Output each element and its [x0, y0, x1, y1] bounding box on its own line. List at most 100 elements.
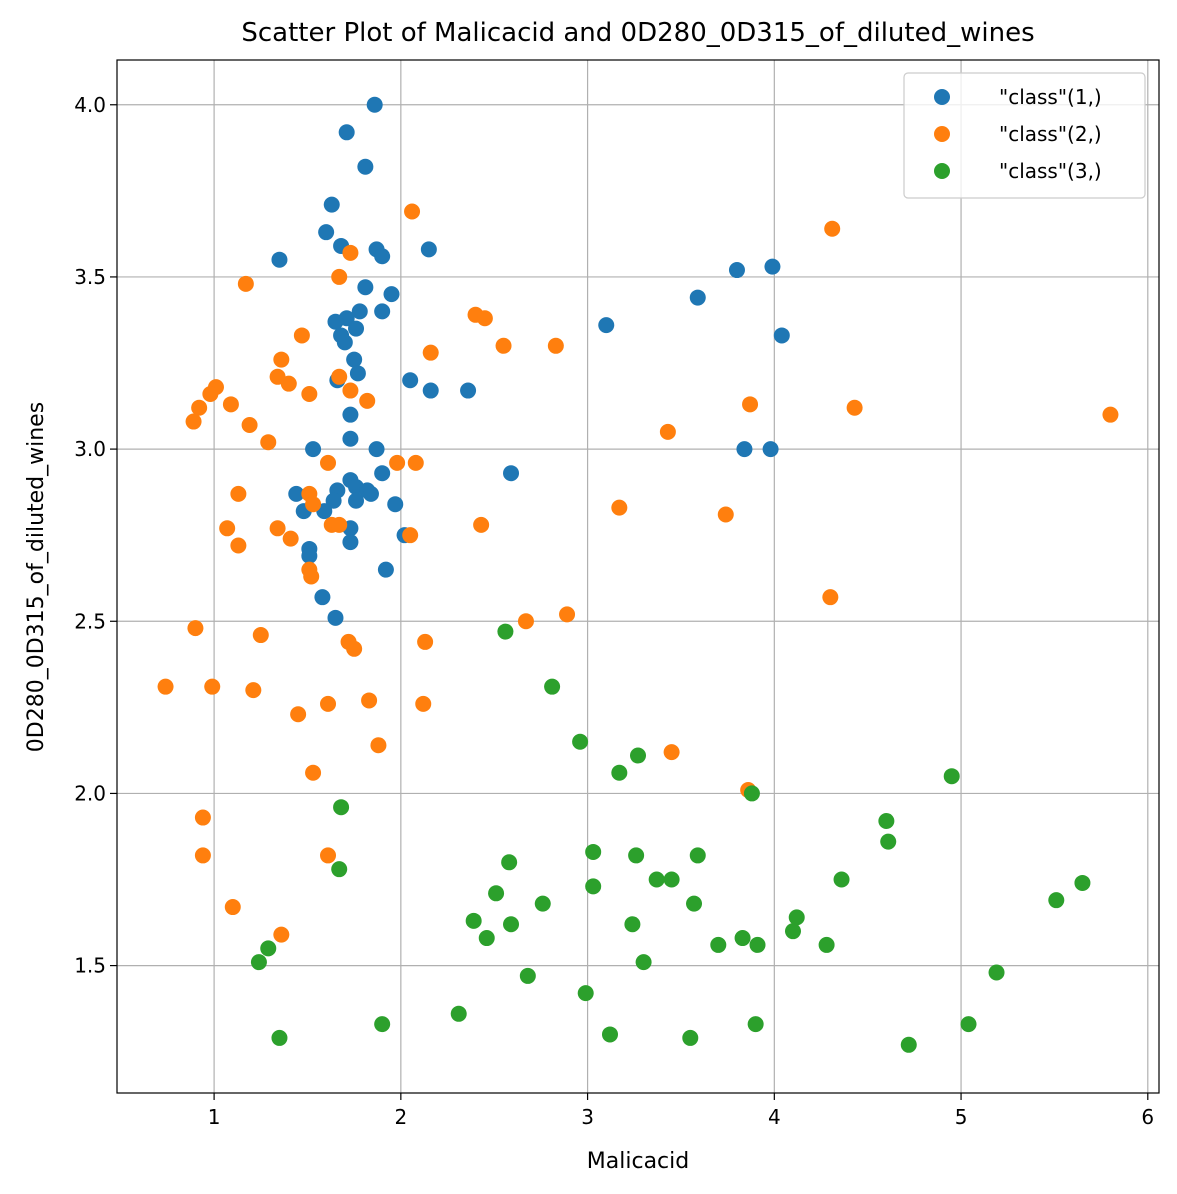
y-tick-label: 4.0: [74, 93, 106, 117]
y-axis-label: 0D280_0D315_of_diluted_wines: [24, 402, 49, 752]
data-point-class-2: [331, 268, 348, 285]
data-point-class-1: [362, 485, 379, 502]
data-point-class-2: [219, 520, 236, 537]
data-point-class-3: [943, 768, 960, 785]
data-point-class-3: [577, 985, 594, 1002]
data-point-class-2: [342, 244, 359, 261]
data-point-class-2: [822, 589, 839, 606]
data-point-class-1: [314, 589, 331, 606]
x-tick-label: 6: [1141, 1105, 1154, 1129]
data-point-class-2: [280, 375, 297, 392]
data-point-class-3: [784, 923, 801, 940]
data-point-class-1: [374, 465, 391, 482]
data-point-class-2: [402, 527, 419, 544]
x-tick-label: 4: [768, 1105, 781, 1129]
data-point-class-2: [222, 396, 239, 413]
data-point-class-3: [880, 833, 897, 850]
data-point-class-3: [601, 1026, 618, 1043]
data-point-class-2: [517, 613, 534, 630]
data-point-class-2: [476, 310, 493, 327]
data-point-class-2: [473, 516, 490, 533]
data-point-class-2: [252, 627, 269, 644]
data-point-class-1: [325, 492, 342, 509]
data-point-class-2: [370, 737, 387, 754]
data-point-class-2: [320, 847, 337, 864]
data-point-class-3: [988, 964, 1005, 981]
data-point-class-3: [271, 1029, 288, 1046]
data-point-class-3: [503, 916, 520, 933]
data-point-class-2: [245, 682, 262, 699]
data-point-class-2: [824, 220, 841, 237]
data-point-class-2: [290, 706, 307, 723]
data-points: [157, 96, 1119, 1053]
data-point-class-3: [478, 930, 495, 947]
data-point-class-3: [818, 936, 835, 953]
data-point-class-3: [635, 954, 652, 971]
data-point-class-2: [269, 520, 286, 537]
legend-label: "class"(3,): [999, 159, 1102, 183]
data-point-class-3: [501, 854, 518, 871]
data-point-class-3: [1048, 892, 1065, 909]
data-point-class-1: [327, 609, 344, 626]
data-point-class-1: [773, 327, 790, 344]
data-point-class-2: [273, 926, 290, 943]
data-point-class-2: [415, 695, 432, 712]
data-point-class-3: [628, 847, 645, 864]
data-point-class-3: [747, 1016, 764, 1033]
data-point-class-1: [338, 124, 355, 141]
x-tick-label: 3: [581, 1105, 594, 1129]
data-point-class-2: [273, 351, 290, 368]
data-point-class-3: [333, 799, 350, 816]
axis-ticks: 1 2 3 4 5 6 1.5 2.0 2.5 3.0 3.5 4.0: [74, 93, 1154, 1129]
data-point-class-2: [1102, 406, 1119, 423]
data-point-class-1: [323, 196, 340, 213]
legend-marker: [934, 126, 950, 142]
data-point-class-3: [743, 785, 760, 802]
data-point-class-3: [331, 861, 348, 878]
data-point-class-3: [611, 764, 628, 781]
data-point-class-2: [659, 423, 676, 440]
data-point-class-1: [301, 547, 318, 564]
data-point-class-1: [374, 248, 391, 265]
data-point-class-2: [846, 399, 863, 416]
data-point-class-1: [318, 224, 335, 241]
data-point-class-2: [495, 337, 512, 354]
y-tick-label: 1.5: [74, 954, 106, 978]
data-point-class-2: [230, 537, 247, 554]
data-point-class-2: [389, 454, 406, 471]
data-point-class-1: [422, 382, 439, 399]
data-point-class-1: [288, 485, 305, 502]
data-point-class-3: [900, 1036, 917, 1053]
data-point-class-2: [293, 327, 310, 344]
data-point-class-3: [648, 871, 665, 888]
data-point-class-2: [342, 382, 359, 399]
data-point-class-1: [342, 534, 359, 551]
data-point-class-1: [368, 441, 385, 458]
data-point-class-3: [1074, 874, 1091, 891]
plot-frame: [116, 59, 1160, 1094]
data-point-class-3: [519, 967, 536, 984]
data-point-class-1: [598, 317, 615, 334]
data-point-class-3: [534, 895, 551, 912]
chart-title: Scatter Plot of Malicacid and 0D280_0D31…: [241, 18, 1034, 48]
data-point-class-1: [357, 158, 374, 175]
data-point-class-3: [689, 847, 706, 864]
x-tick-label: 2: [394, 1105, 407, 1129]
data-point-class-2: [194, 847, 211, 864]
data-point-class-3: [450, 1005, 467, 1022]
data-point-class-2: [663, 744, 680, 761]
data-point-class-1: [348, 320, 365, 337]
data-point-class-3: [833, 871, 850, 888]
data-point-class-2: [260, 434, 277, 451]
legend: "class"(1,) "class"(2,) "class"(3,): [903, 72, 1146, 199]
data-point-class-1: [305, 441, 322, 458]
data-point-class-1: [762, 441, 779, 458]
grid-lines: [117, 60, 1159, 1093]
data-point-class-1: [460, 382, 477, 399]
legend-box: [903, 72, 1146, 199]
data-point-class-3: [788, 909, 805, 926]
data-point-class-1: [342, 430, 359, 447]
x-axis-label: Malicacid: [587, 1149, 689, 1174]
data-point-class-1: [271, 251, 288, 268]
data-point-class-2: [301, 386, 318, 403]
